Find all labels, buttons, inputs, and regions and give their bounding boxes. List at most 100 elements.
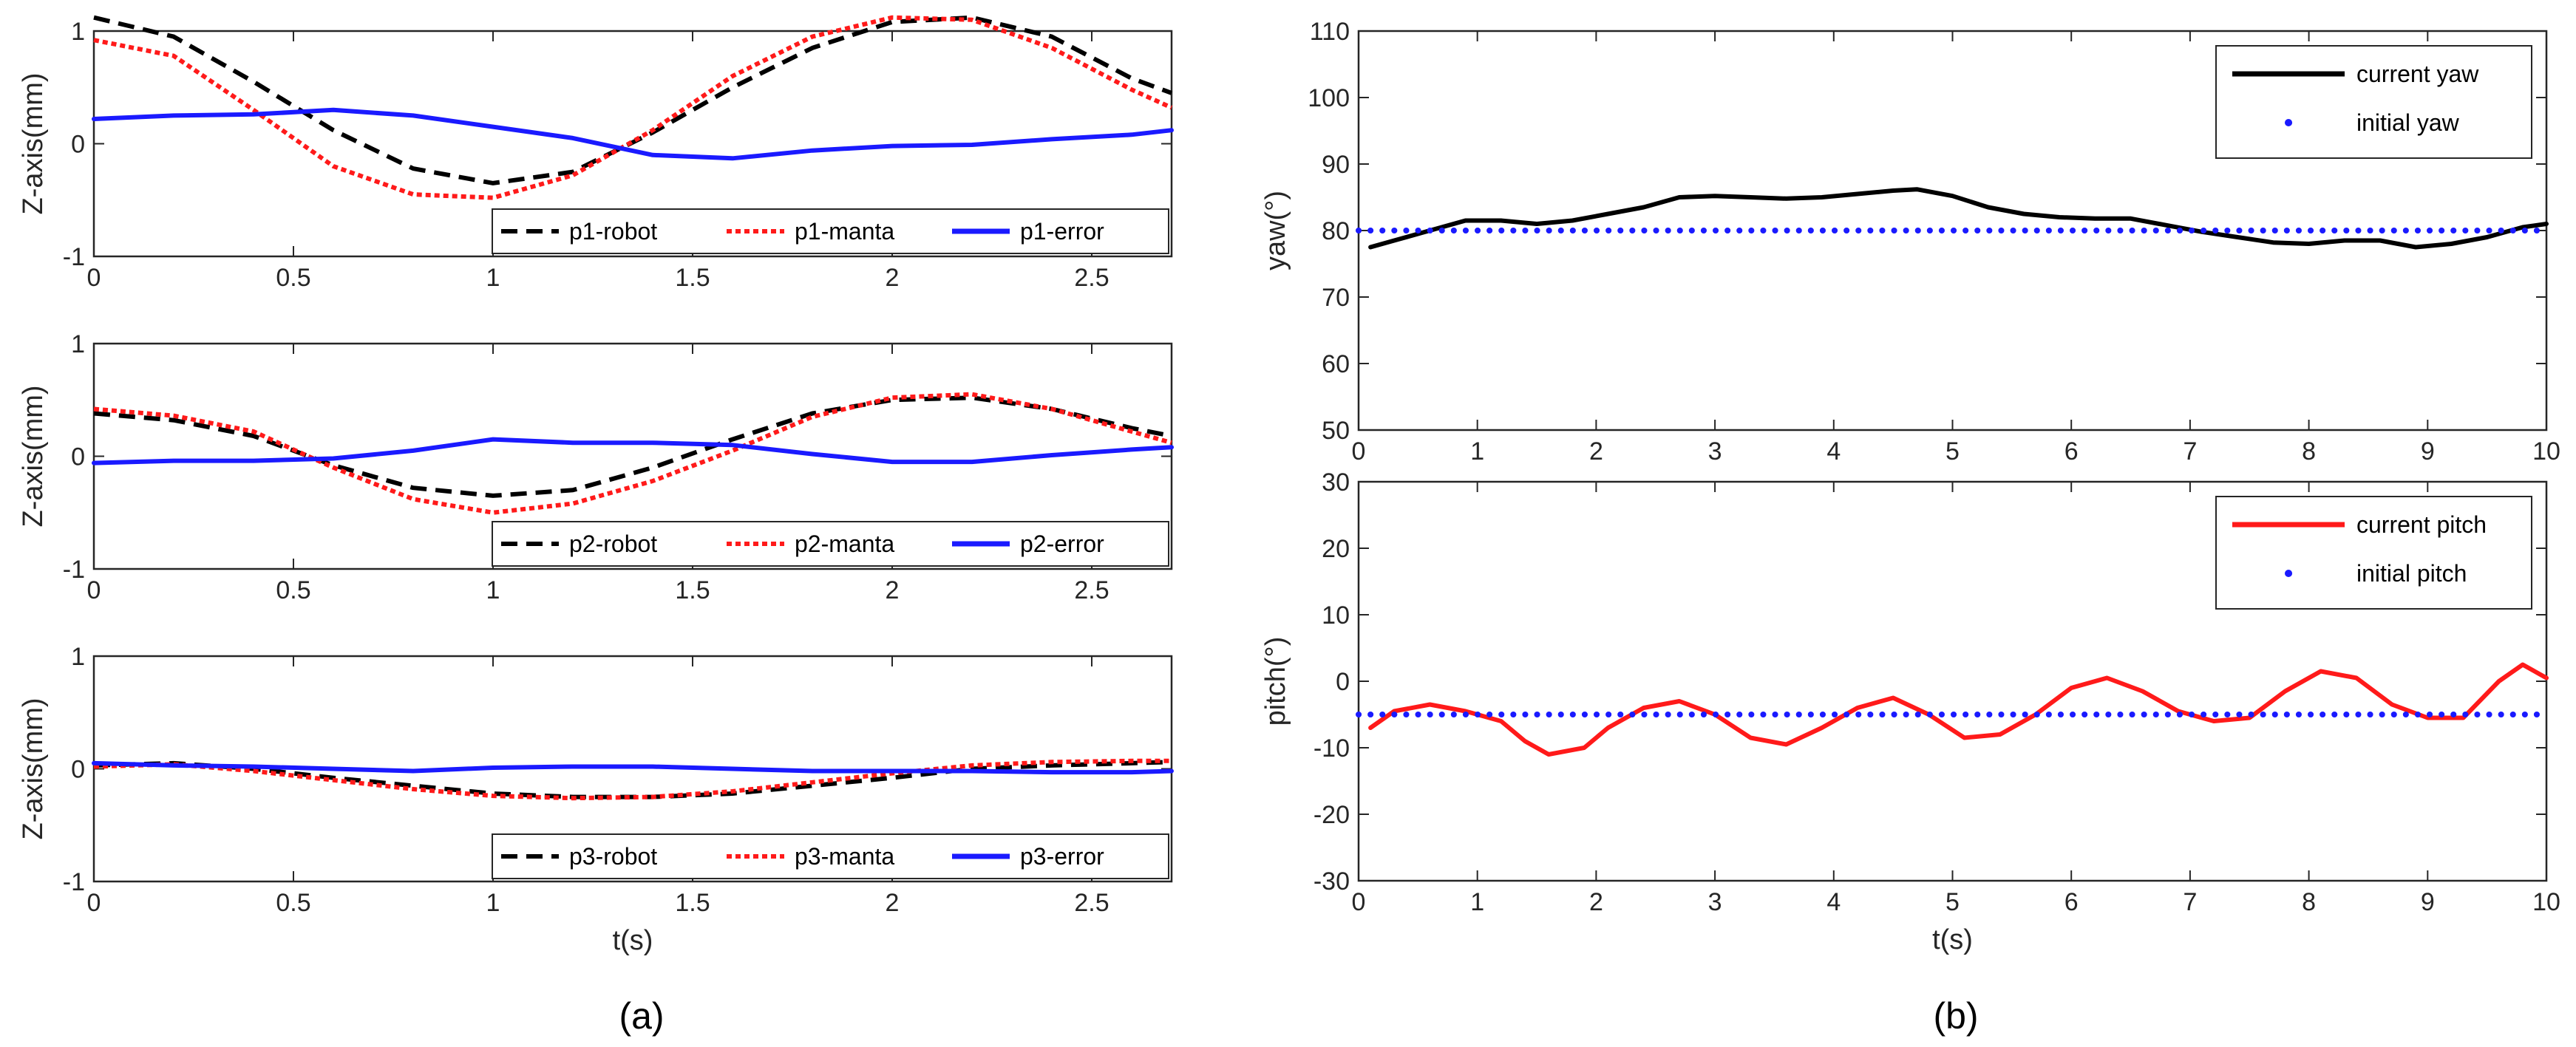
series-line-current-yaw (1368, 187, 2549, 250)
chart-5: 0 1 2 3 4 5 6 7 8 9 10 -30 -20 -10 0 10 20 30 pitch(°) t(s)… (1260, 468, 2560, 955)
y-axis-label: pitch(°) (1260, 637, 1291, 726)
x-tick-label: 2 (886, 576, 900, 604)
x-tick-label: 9 (2421, 437, 2435, 465)
y-tick-label: 50 (1322, 417, 1350, 445)
x-tick-label: 3 (1708, 888, 1722, 916)
x-tick-label: 0.5 (276, 889, 310, 917)
panel-label-a: (a) (619, 995, 664, 1037)
y-tick-label: 1 (71, 18, 85, 46)
legend-label: current pitch (2356, 511, 2487, 538)
series-line-p2-error (92, 437, 1174, 465)
legend-box (492, 521, 1169, 567)
y-tick-label: 10 (1322, 601, 1350, 630)
legend-box (492, 833, 1169, 879)
y-axis-label: Z-axis(mm) (18, 385, 49, 527)
x-tick-label: 0 (1352, 888, 1366, 916)
series-line-p1-manta (93, 15, 1173, 200)
x-tick-label: 1 (486, 889, 500, 917)
x-tick-label: 5 (1945, 888, 1960, 916)
legend-label: p2-robot (569, 531, 657, 557)
x-tick-label: 10 (2532, 437, 2560, 465)
legend-label: initial pitch (2356, 560, 2467, 587)
legend-box (2215, 496, 2532, 610)
x-tick-label: 1 (1470, 437, 1484, 465)
y-tick-label: -30 (1314, 867, 1350, 896)
legend-box (2215, 45, 2532, 159)
legend-label: p1-error (1020, 218, 1104, 245)
legend-label: initial yaw (2356, 109, 2460, 136)
x-tick-label: 1 (486, 264, 500, 292)
y-axis-label: yaw(°) (1260, 191, 1291, 270)
y-tick-label: 20 (1322, 535, 1350, 563)
x-tick-label: 2.5 (1074, 264, 1109, 292)
legend-label: current yaw (2356, 61, 2479, 87)
y-tick-label: 110 (1310, 18, 1350, 46)
y-tick-label: 0 (71, 131, 85, 159)
legend-label: p3-manta (795, 843, 894, 870)
y-tick-label: 0 (71, 756, 85, 784)
x-tick-label: 7 (2183, 437, 2197, 465)
series-line-current-pitch (1368, 662, 2549, 757)
y-tick-label: 1 (71, 330, 85, 358)
y-tick-label: -1 (63, 868, 85, 896)
legend-label: p3-error (1020, 843, 1104, 870)
x-tick-label: 1 (486, 576, 500, 604)
y-axis-label: Z-axis(mm) (18, 72, 49, 214)
y-axis-label: Z-axis(mm) (18, 698, 49, 839)
y-tick-label: 1 (71, 643, 85, 671)
x-tick-label: 8 (2302, 437, 2316, 465)
x-tick-label: 7 (2183, 888, 2197, 916)
y-tick-label: 0 (71, 443, 85, 471)
x-tick-label: 9 (2421, 888, 2435, 916)
x-tick-label: 6 (2064, 888, 2079, 916)
legend-label: p3-robot (569, 843, 657, 870)
series-line-p3-manta (93, 758, 1172, 801)
x-tick-label: 1.5 (675, 889, 710, 917)
panel-label-b: (b) (1933, 995, 1978, 1037)
legend-label: p2-manta (795, 531, 894, 557)
y-tick-label: -1 (63, 556, 85, 584)
x-tick-label: 2 (886, 264, 900, 292)
y-tick-label: 70 (1322, 284, 1350, 312)
x-tick-label: 0.5 (276, 264, 310, 292)
y-tick-label: 100 (1308, 84, 1350, 112)
x-tick-label: 0 (87, 889, 101, 917)
x-tick-label: 10 (2532, 888, 2560, 916)
legend-label: p2-error (1020, 531, 1104, 557)
x-tick-label: 4 (1826, 437, 1841, 465)
y-tick-label: 60 (1322, 350, 1350, 378)
y-tick-label: 0 (1336, 668, 1350, 696)
x-tick-label: 1.5 (675, 264, 710, 292)
x-tick-label: 2.5 (1074, 576, 1109, 604)
legend-box (492, 208, 1169, 254)
y-tick-label: 30 (1322, 468, 1350, 497)
series-line-p2-manta (93, 392, 1172, 515)
y-tick-label: -1 (63, 243, 85, 271)
x-tick-label: 6 (2064, 437, 2079, 465)
y-tick-label: -10 (1314, 734, 1350, 763)
series-line-p1-error (92, 107, 1174, 161)
x-tick-label: 0 (1352, 437, 1366, 465)
x-tick-label: 1.5 (675, 576, 710, 604)
x-axis-label: t(s) (1932, 924, 1973, 955)
x-tick-label: 2 (1589, 437, 1603, 465)
legend-label: p1-manta (795, 218, 894, 245)
y-tick-label: -20 (1314, 801, 1350, 829)
x-tick-label: 1 (1470, 888, 1484, 916)
chart-4: 0 1 2 3 4 5 6 7 8 9 10 50 60 70 80 90 100 110 yaw(°) curren… (1260, 18, 2560, 465)
x-tick-label: 0 (87, 264, 101, 292)
x-tick-label: 2.5 (1074, 889, 1109, 917)
y-tick-label: 90 (1322, 151, 1350, 179)
x-tick-label: 3 (1708, 437, 1722, 465)
x-tick-label: 5 (1945, 437, 1960, 465)
x-tick-label: 2 (1589, 888, 1603, 916)
x-tick-label: 0.5 (276, 576, 310, 604)
x-tick-label: 0 (87, 576, 101, 604)
x-tick-label: 2 (886, 889, 900, 917)
legend-label: p1-robot (569, 218, 657, 245)
x-tick-label: 8 (2302, 888, 2316, 916)
